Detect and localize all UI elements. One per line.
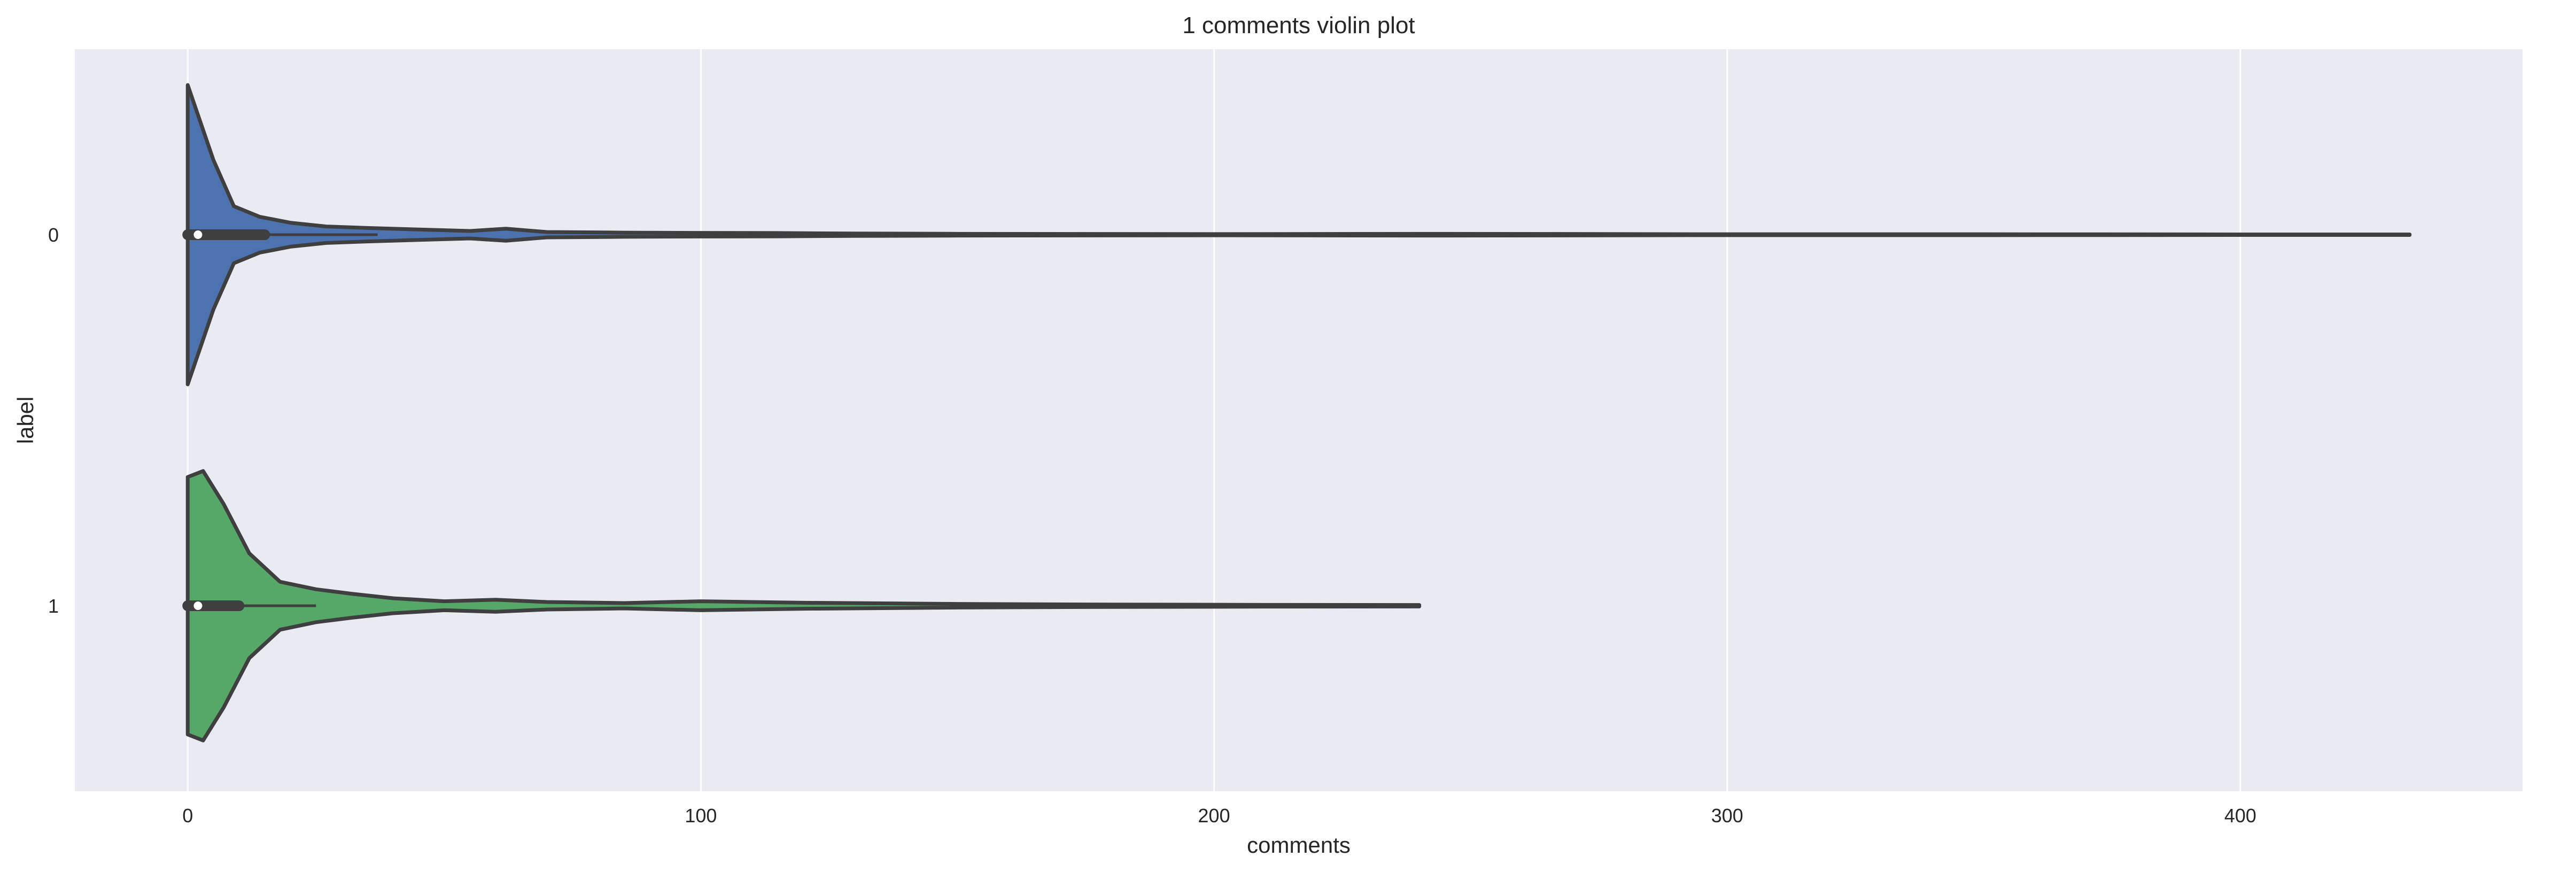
x-tick-label: 100 [685, 805, 717, 827]
violin-median-point [193, 601, 203, 610]
y-tick-label: 1 [48, 595, 59, 617]
x-tick-label: 400 [2224, 805, 2256, 827]
chart-title: 1 comments violin plot [1182, 12, 1415, 38]
y-tick-label: 0 [48, 224, 59, 246]
x-tick-label: 300 [1711, 805, 1743, 827]
x-axis-ticks: 0 100 200 300 400 [182, 805, 2256, 827]
y-axis-ticks: 01 [48, 224, 59, 617]
x-tick-label: 200 [1198, 805, 1230, 827]
violin-body [185, 83, 2412, 387]
violin-body [185, 469, 1422, 743]
plot-area [75, 49, 2523, 791]
violins [182, 83, 2412, 743]
violin-median-point [193, 230, 203, 239]
x-axis-label: comments [1247, 832, 1351, 858]
y-axis-label: label [13, 397, 38, 444]
x-tick-label: 0 [182, 805, 193, 827]
